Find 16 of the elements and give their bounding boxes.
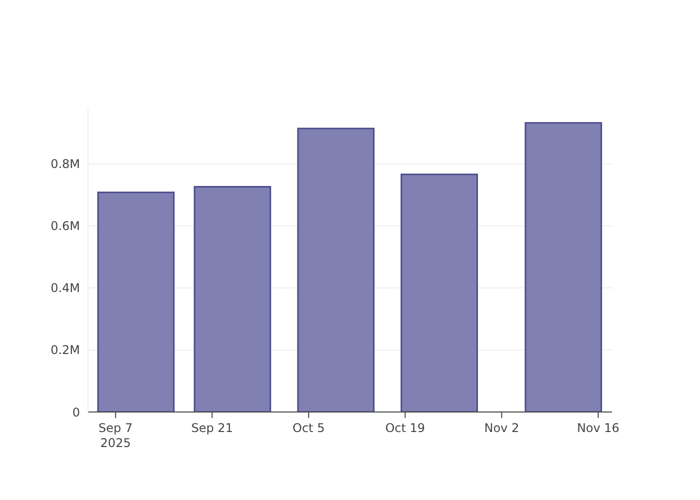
y-tick-label: 0.6M [50,219,80,234]
y-tick-label: 0.2M [50,343,80,358]
y-tick-label: 0 [72,405,80,420]
x-tick-label: Sep 21 [191,421,233,435]
y-tick-label: 0.4M [50,281,80,296]
x-tick-label: Oct 19 [385,421,426,435]
x-tick-label: Sep 7 2025 [98,421,133,450]
bar [524,122,602,412]
bar [97,192,175,412]
y-tick-label: 0.8M [50,157,80,172]
x-tick-label: Nov 2 [484,421,520,435]
x-tick-label: Nov 16 [576,421,620,435]
x-tick-label: Oct 5 [292,421,325,435]
bar [297,128,375,412]
bar [194,186,272,412]
bar [400,174,478,412]
